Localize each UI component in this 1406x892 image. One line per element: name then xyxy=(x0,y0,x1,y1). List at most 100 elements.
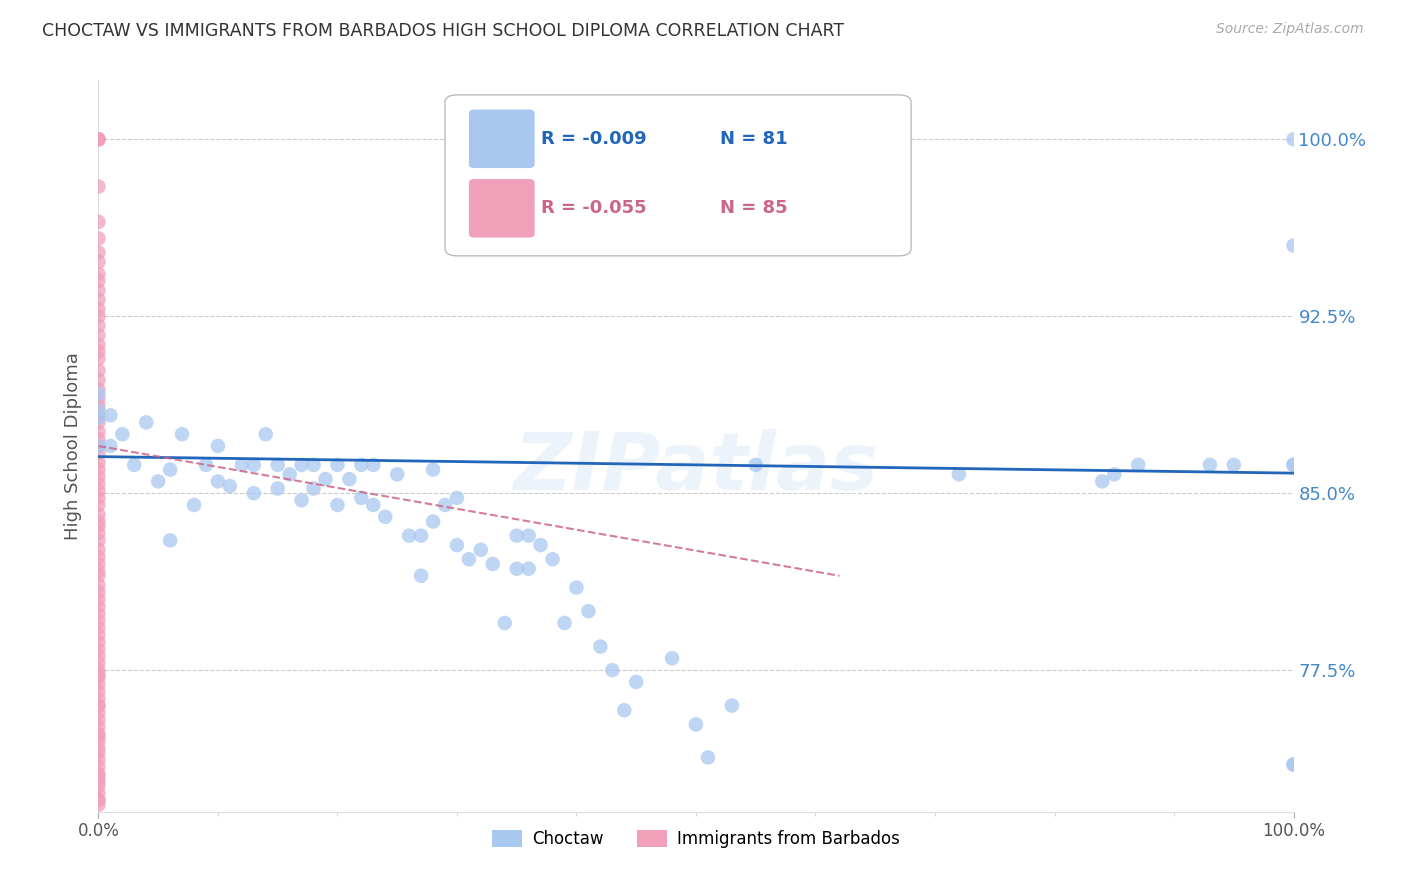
Point xyxy=(87,641,110,656)
FancyBboxPatch shape xyxy=(446,95,911,256)
Point xyxy=(517,529,540,543)
Point xyxy=(278,467,301,482)
Point xyxy=(111,427,134,442)
Point xyxy=(87,564,110,578)
Point xyxy=(87,439,110,453)
Point xyxy=(231,458,253,472)
Point xyxy=(87,456,110,470)
Point xyxy=(1282,458,1305,472)
Point xyxy=(87,793,110,807)
Point xyxy=(159,462,181,476)
Point xyxy=(87,614,110,628)
Point xyxy=(87,274,110,288)
Point xyxy=(87,293,110,307)
Point xyxy=(1282,238,1305,252)
Point xyxy=(87,399,110,413)
Point xyxy=(87,231,110,245)
Point xyxy=(565,581,588,595)
Point xyxy=(159,533,181,548)
Point xyxy=(481,557,505,571)
Point xyxy=(506,562,529,576)
Point xyxy=(87,779,110,793)
Text: CHOCTAW VS IMMIGRANTS FROM BARBADOS HIGH SCHOOL DIPLOMA CORRELATION CHART: CHOCTAW VS IMMIGRANTS FROM BARBADOS HIGH… xyxy=(42,22,845,40)
FancyBboxPatch shape xyxy=(470,110,534,168)
Point xyxy=(87,670,110,684)
Point xyxy=(326,498,349,512)
Point xyxy=(87,607,110,621)
Point xyxy=(243,458,266,472)
Point xyxy=(87,542,110,557)
Point xyxy=(87,797,110,812)
Point xyxy=(87,698,110,713)
Point xyxy=(87,557,110,571)
Point xyxy=(87,446,110,460)
Point xyxy=(385,467,409,482)
Point xyxy=(87,132,110,146)
Point xyxy=(87,392,110,406)
Point xyxy=(87,663,110,677)
Point xyxy=(87,526,110,541)
Point xyxy=(87,310,110,324)
Point xyxy=(87,786,110,800)
Point xyxy=(530,538,553,552)
Point xyxy=(291,458,314,472)
Point xyxy=(697,750,720,764)
Point xyxy=(87,351,110,366)
Point xyxy=(1282,757,1305,772)
Point xyxy=(363,498,385,512)
Point xyxy=(207,439,229,453)
Point xyxy=(1104,467,1126,482)
Point xyxy=(87,337,110,351)
Point xyxy=(685,717,707,731)
Point xyxy=(148,475,170,489)
Point xyxy=(87,515,110,529)
Point xyxy=(602,663,624,677)
Point xyxy=(87,549,110,564)
Point xyxy=(87,283,110,297)
Point xyxy=(291,493,314,508)
Point xyxy=(506,529,529,543)
Point xyxy=(207,475,229,489)
Point xyxy=(1282,757,1305,772)
Point xyxy=(315,472,337,486)
Point xyxy=(183,498,205,512)
Point xyxy=(87,410,110,425)
Point xyxy=(87,656,110,670)
Point xyxy=(721,698,744,713)
Point xyxy=(87,508,110,522)
Point xyxy=(302,458,325,472)
Point xyxy=(87,621,110,635)
Text: ZIPatlas: ZIPatlas xyxy=(513,429,879,507)
Point xyxy=(87,363,110,377)
Point xyxy=(613,703,636,717)
Point xyxy=(87,648,110,663)
Point xyxy=(339,472,361,486)
FancyBboxPatch shape xyxy=(470,179,534,237)
Point xyxy=(87,245,110,260)
Point xyxy=(446,538,468,552)
Point xyxy=(626,675,648,690)
Point xyxy=(87,179,110,194)
Point xyxy=(98,409,122,423)
Point xyxy=(87,628,110,642)
Point xyxy=(494,615,516,630)
Point xyxy=(470,542,492,557)
Point xyxy=(87,698,110,713)
Point xyxy=(87,491,110,505)
Point xyxy=(87,767,110,781)
Point xyxy=(87,599,110,614)
Point xyxy=(87,774,110,789)
Point xyxy=(1282,132,1305,146)
Point xyxy=(87,760,110,774)
Point xyxy=(87,684,110,698)
Point xyxy=(458,552,481,566)
Point xyxy=(87,373,110,387)
Point xyxy=(948,467,970,482)
Point xyxy=(87,713,110,727)
Point xyxy=(517,562,540,576)
Point xyxy=(87,753,110,767)
Point xyxy=(589,640,612,654)
Point xyxy=(87,533,110,548)
Point xyxy=(302,482,325,496)
Point xyxy=(1223,458,1246,472)
